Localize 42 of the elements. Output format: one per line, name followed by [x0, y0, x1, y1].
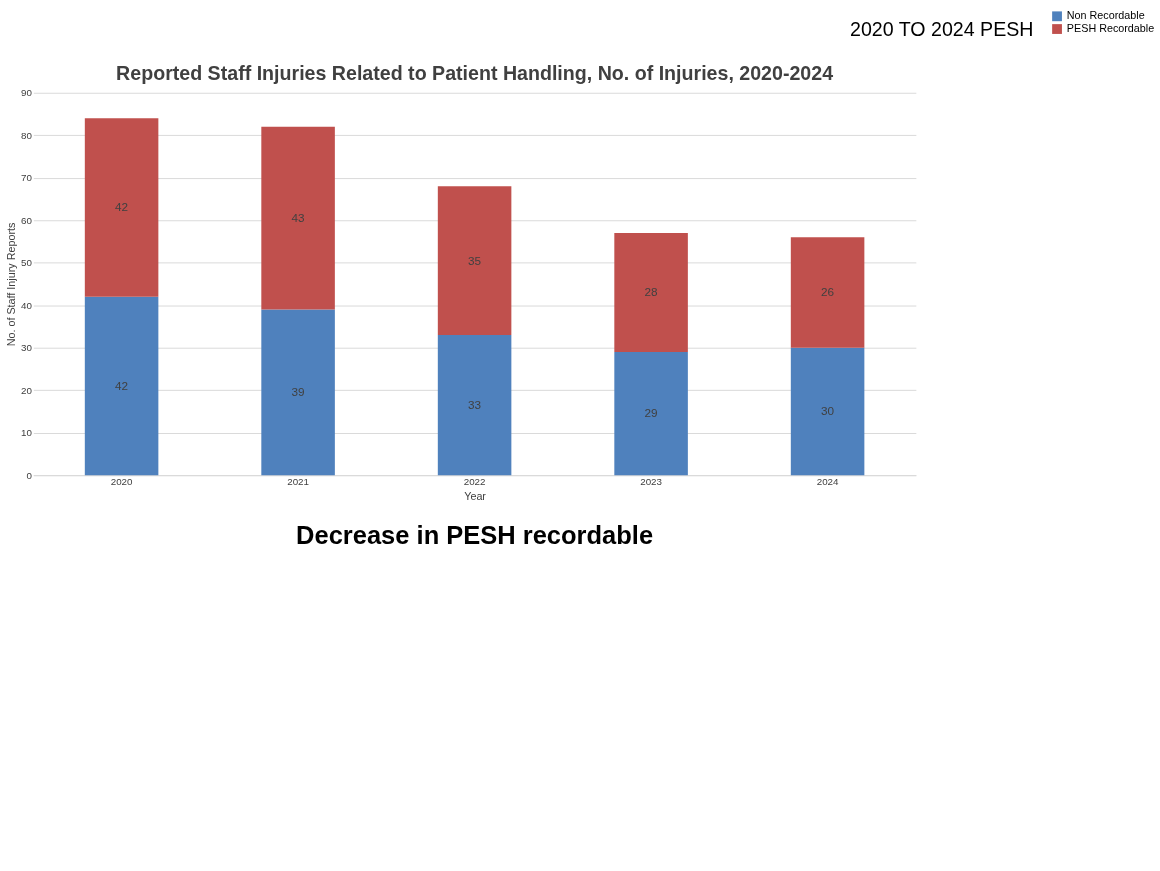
- bar: [437, 334, 512, 476]
- bar: [84, 118, 159, 297]
- data-label: 39: [291, 385, 305, 399]
- bar: [790, 237, 865, 348]
- data-label: 33: [468, 398, 482, 411]
- y-tick-label: 60: [20, 214, 33, 226]
- y-axis-title: No. of Staff Injury Reports: [5, 222, 18, 347]
- data-label: 26: [821, 285, 835, 299]
- chart-title: Reported Staff Injuries Related to Patient Handling, No. of Injuries, 2020-2024: [116, 62, 834, 85]
- data-label: 43: [291, 211, 306, 225]
- x-tick-label: 2023: [640, 476, 663, 488]
- data-label: 29: [644, 406, 658, 420]
- x-tick-label: 2024: [816, 476, 840, 488]
- x-axis-title: Year: [464, 490, 487, 503]
- x-tick-label: 2021: [287, 476, 309, 488]
- y-tick-label: 30: [20, 342, 33, 354]
- text: 2020 TO 2024 PESH: [849, 17, 1034, 40]
- data-label: 30: [821, 404, 835, 418]
- y-tick-label: 70: [20, 172, 33, 184]
- y-tick-label: 10: [20, 427, 33, 439]
- data-label: 28: [644, 285, 659, 299]
- y-tick-label: 90: [20, 87, 33, 99]
- legend-label: PESH Recordable: [1066, 21, 1155, 34]
- data-label: 35: [468, 253, 482, 267]
- y-tick-label: 20: [20, 384, 33, 396]
- bar: [261, 309, 335, 476]
- bar: [790, 347, 865, 476]
- bar: [261, 126, 335, 310]
- bar: [614, 351, 688, 476]
- bar: [614, 232, 688, 352]
- bar: [437, 186, 512, 335]
- bar: [84, 296, 159, 476]
- y-tick-label: 50: [20, 257, 33, 269]
- y-tick-label: 40: [20, 299, 33, 311]
- data-label: 42: [115, 200, 129, 214]
- x-tick-label: 2022: [463, 476, 486, 488]
- data-label: 42: [115, 378, 129, 392]
- x-tick-label: 2020: [110, 476, 134, 488]
- text: Decrease in PESH recordable: [296, 520, 654, 549]
- legend-label: Non Recordable: [1066, 9, 1145, 22]
- y-tick-label: 0: [26, 469, 33, 481]
- y-tick-label: 80: [20, 129, 33, 141]
